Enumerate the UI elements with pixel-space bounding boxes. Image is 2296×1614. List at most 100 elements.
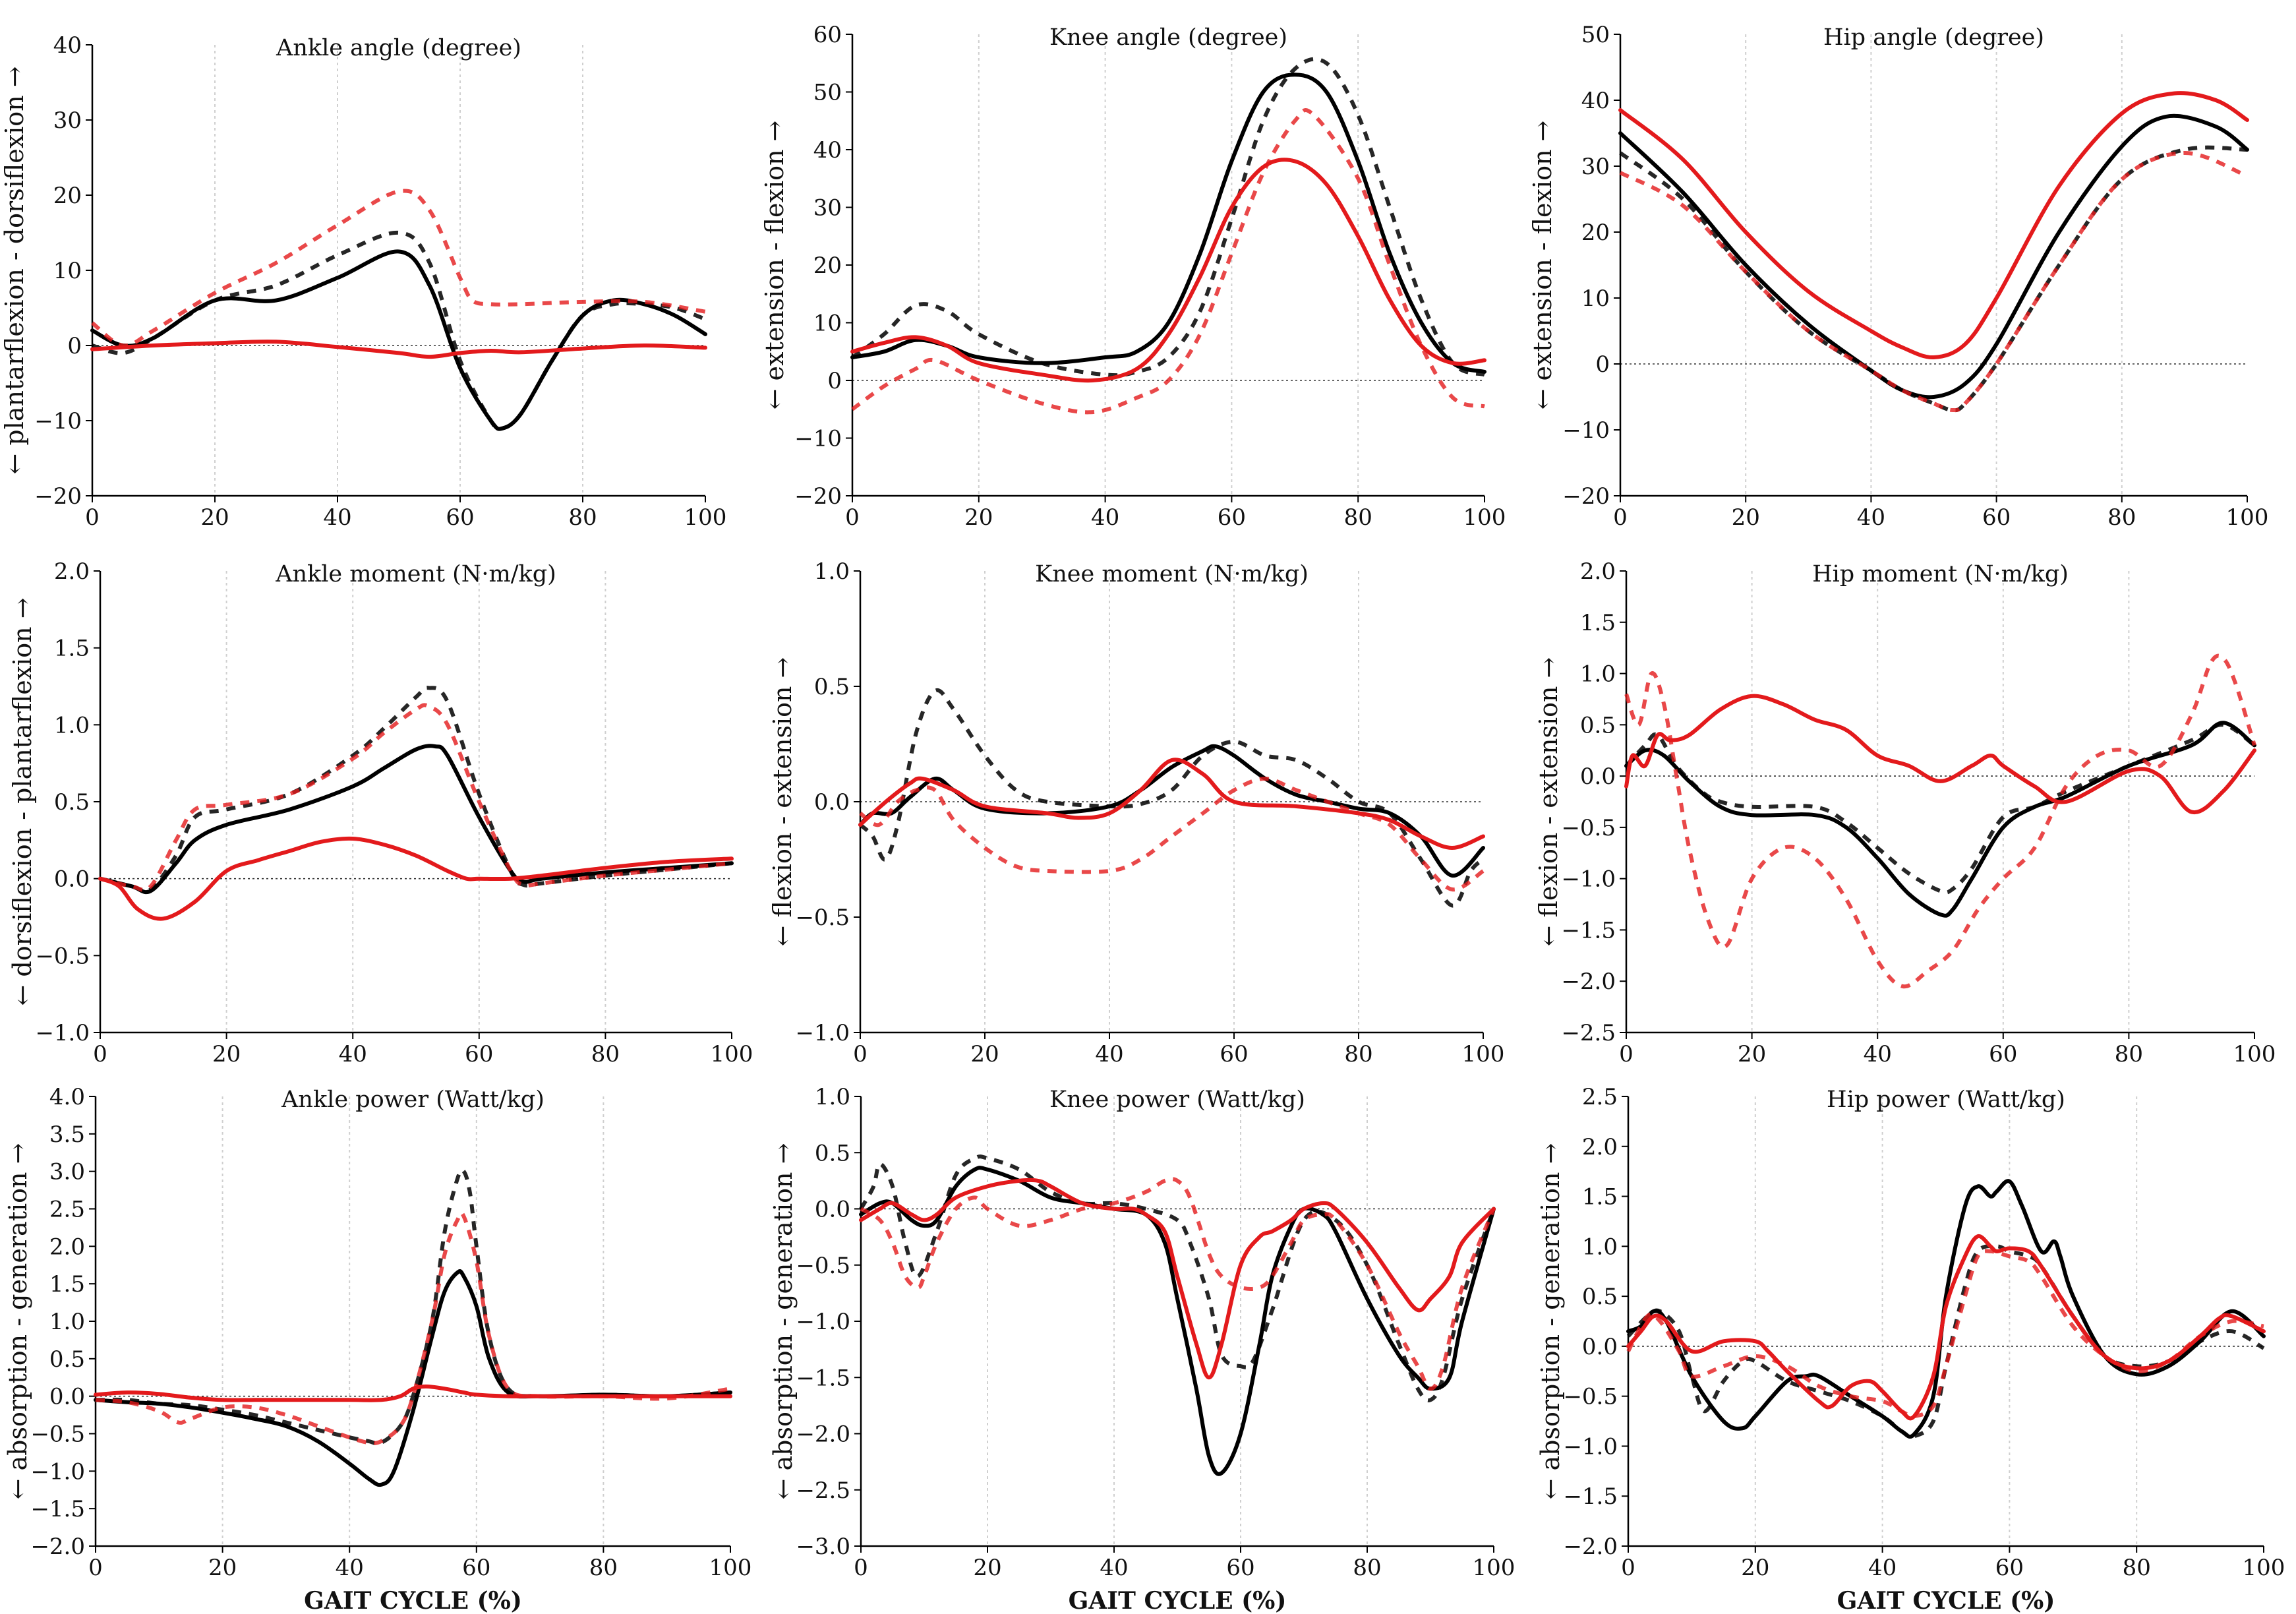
x-tick-label: 60 bbox=[1226, 1555, 1254, 1581]
y-tick-label: 0.0 bbox=[815, 1197, 850, 1223]
x-tick-label: 0 bbox=[93, 1041, 107, 1067]
x-tick-label: 100 bbox=[2243, 1555, 2285, 1581]
series-line-1 bbox=[94, 1269, 732, 1487]
chart-panel-7: 0 20 40 60 80 100 −2.0 −1.5 −1.0 −0.5 0.0 0.5 1.0 1.5… bbox=[3, 1084, 751, 1614]
series-line-3 bbox=[858, 758, 1485, 850]
chart-panel-2: 0 20 40 60 80 100 −20 −10 0 10 20 30 40 50 60 Knee angl… bbox=[760, 22, 1506, 531]
y-tick-label: −1.5 bbox=[1561, 917, 1616, 943]
x-tick-label: 20 bbox=[970, 1041, 999, 1067]
y-tick-label: 50 bbox=[813, 80, 842, 106]
x-tick-label: 40 bbox=[323, 504, 351, 531]
x-tick-label: 20 bbox=[1741, 1555, 1769, 1581]
y-tick-label: 60 bbox=[813, 22, 842, 48]
x-tick-label: 0 bbox=[845, 504, 860, 531]
series-line-2 bbox=[851, 57, 1486, 378]
y-tick-label: −0.5 bbox=[35, 943, 90, 969]
y-tick-label: −1.5 bbox=[796, 1365, 850, 1391]
y-tick-label: 0.5 bbox=[815, 1140, 850, 1166]
y-axis-label: ← absorption - generation → bbox=[769, 1143, 798, 1500]
y-tick-label: −1.5 bbox=[1563, 1483, 1618, 1510]
y-tick-label: −2.5 bbox=[1561, 1020, 1616, 1046]
series-line-4 bbox=[95, 1210, 731, 1445]
chart-panel-6: 0 20 40 60 80 100 −2.5 −2.0 −1.5 −1.0 −0.5 0.0 0.5 1.… bbox=[1534, 558, 2276, 1067]
x-tick-label: 20 bbox=[964, 504, 993, 531]
y-tick-label: −1.0 bbox=[1563, 1433, 1618, 1460]
y-tick-label: 1.5 bbox=[49, 1271, 85, 1298]
y-tick-label: 2.0 bbox=[1580, 558, 1616, 585]
series-line-2 bbox=[92, 230, 707, 432]
x-axis-label: GAIT CYCLE (%) bbox=[304, 1587, 522, 1614]
y-axis-label: ← flexion - extension → bbox=[768, 657, 797, 947]
x-tick-label: 60 bbox=[465, 1041, 493, 1067]
series-line-2 bbox=[100, 686, 732, 893]
x-tick-label: 80 bbox=[568, 504, 597, 531]
x-tick-label: 100 bbox=[1462, 1041, 1505, 1067]
y-tick-label: 0 bbox=[827, 368, 842, 394]
y-tick-label: 1.5 bbox=[54, 636, 90, 662]
y-tick-label: 0.5 bbox=[1582, 1284, 1618, 1310]
x-tick-label: 100 bbox=[684, 504, 727, 531]
y-tick-label: 0.5 bbox=[54, 789, 90, 816]
y-tick-label: 4.0 bbox=[49, 1084, 85, 1110]
series-line-2 bbox=[858, 688, 1485, 908]
x-tick-label: 80 bbox=[2123, 1555, 2151, 1581]
chart-title: Ankle moment (N·m/kg) bbox=[275, 561, 556, 587]
x-tick-label: 20 bbox=[200, 504, 229, 531]
series-line-4 bbox=[860, 1177, 1496, 1391]
series-line-1 bbox=[858, 744, 1485, 878]
x-tick-label: 80 bbox=[1353, 1555, 1381, 1581]
chart-panel-4: 0 20 40 60 80 100 −1.0 −0.5 0.0 0.5 1.0 1.5 2.0 Ankle… bbox=[8, 558, 753, 1067]
series-line-4 bbox=[91, 189, 706, 348]
y-tick-label: 0.0 bbox=[814, 789, 850, 816]
chart-panel-9: 0 20 40 60 80 100 −2.0 −1.5 −1.0 −0.5 0.0 0.5 1.0 1.5… bbox=[1536, 1084, 2285, 1614]
x-tick-label: 40 bbox=[1857, 504, 1885, 531]
y-tick-label: 1.0 bbox=[815, 1084, 850, 1110]
series-line-1 bbox=[98, 744, 734, 895]
series-line-1 bbox=[1618, 113, 2249, 400]
y-tick-label: −20 bbox=[34, 483, 82, 510]
y-tick-label: 1.0 bbox=[814, 558, 850, 585]
series-line-2 bbox=[95, 1168, 731, 1446]
x-tick-label: 0 bbox=[853, 1041, 868, 1067]
y-tick-label: 2.5 bbox=[49, 1197, 85, 1223]
x-axis-label: GAIT CYCLE (%) bbox=[1837, 1587, 2055, 1614]
x-tick-label: 80 bbox=[591, 1041, 620, 1067]
y-tick-label: 2.0 bbox=[1582, 1134, 1618, 1160]
y-tick-label: 40 bbox=[813, 137, 842, 164]
y-tick-label: −20 bbox=[1562, 483, 1610, 510]
series-line-4 bbox=[1626, 1249, 2264, 1419]
y-tick-label: 0.0 bbox=[1582, 1334, 1618, 1360]
x-tick-label: 0 bbox=[88, 1555, 103, 1581]
series-line-2 bbox=[859, 1154, 1496, 1402]
series-line-3 bbox=[1618, 91, 2249, 360]
y-tick-label: 3.5 bbox=[49, 1121, 85, 1148]
x-tick-label: 80 bbox=[1344, 1041, 1372, 1067]
x-tick-label: 0 bbox=[1613, 504, 1628, 531]
x-tick-label: 60 bbox=[1220, 1041, 1248, 1067]
series-line-2 bbox=[1624, 723, 2256, 895]
y-tick-label: −3.0 bbox=[796, 1534, 850, 1560]
x-tick-label: 20 bbox=[973, 1555, 1001, 1581]
y-tick-label: 30 bbox=[53, 107, 82, 134]
series-line-3 bbox=[90, 340, 707, 359]
y-tick-label: −1.0 bbox=[35, 1020, 90, 1046]
y-tick-label: −0.5 bbox=[796, 1253, 850, 1279]
y-tick-label: −1.0 bbox=[1561, 866, 1616, 893]
x-tick-label: 80 bbox=[2115, 1041, 2143, 1067]
y-tick-label: −10 bbox=[794, 426, 842, 452]
y-tick-label: 2.0 bbox=[49, 1234, 85, 1260]
y-tick-label: 2.0 bbox=[54, 558, 90, 585]
series-line-4 bbox=[1624, 653, 2256, 989]
chart-title: Knee angle (degree) bbox=[1049, 24, 1287, 51]
x-tick-label: 60 bbox=[462, 1555, 490, 1581]
x-tick-label: 100 bbox=[709, 1555, 752, 1581]
x-tick-label: 60 bbox=[1989, 1041, 2017, 1067]
y-tick-label: −2.0 bbox=[1561, 969, 1616, 995]
y-tick-label: −2.5 bbox=[796, 1478, 850, 1504]
x-tick-label: 20 bbox=[1732, 504, 1760, 531]
series-line-3 bbox=[98, 836, 734, 921]
series-line-3 bbox=[1626, 1234, 2266, 1421]
y-tick-label: −20 bbox=[794, 483, 842, 510]
x-tick-label: 0 bbox=[85, 504, 100, 531]
